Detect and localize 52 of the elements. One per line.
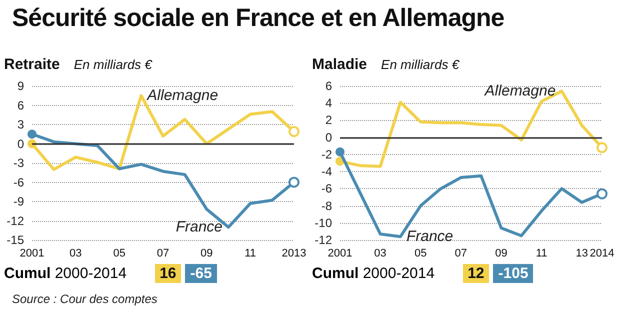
y-tick-label: -12 — [6, 214, 24, 228]
series-label: France — [406, 228, 454, 246]
y-tick-label: -6 — [321, 182, 332, 196]
y-tick-label: 9 — [17, 79, 24, 93]
source-note: Source : Cour des comptes — [12, 292, 158, 306]
y-tick-label: 6 — [17, 98, 24, 112]
y-tick-label: -8 — [321, 198, 332, 213]
x-tick-label: 2014 — [590, 248, 614, 260]
y-axis-title: En milliards € — [381, 57, 460, 72]
series-label: Allemagne — [146, 87, 218, 104]
y-tick-label: -6 — [13, 175, 24, 190]
chart-title: Sécurité sociale en France et en Allemagne — [12, 4, 504, 33]
y-tick-label: -10 — [314, 216, 332, 230]
text: -105 — [493, 264, 534, 283]
text: 12 — [462, 264, 490, 283]
y-tick-label: -9 — [13, 194, 24, 208]
x-tick-label: 13 — [576, 248, 588, 260]
x-tick-label: 09 — [495, 248, 508, 260]
x-tick-label: 05 — [414, 248, 427, 260]
chart-subtitle: Retraite — [4, 56, 60, 73]
x-tick-label: 2001 — [20, 248, 44, 260]
text: Cumul 2000-2014 — [312, 265, 435, 282]
x-tick-label: 07 — [454, 248, 468, 260]
y-tick-label: -12 — [314, 233, 332, 247]
x-tick-label: 03 — [374, 248, 386, 260]
x-tick-label: 05 — [113, 248, 126, 260]
x-tick-label: 07 — [156, 248, 170, 260]
point — [336, 147, 344, 156]
y-tick-label: -3 — [13, 156, 24, 170]
x-tick-label: 09 — [200, 248, 213, 260]
y-tick-label: 2 — [325, 113, 332, 128]
point — [28, 130, 36, 139]
y-tick-label: -4 — [321, 164, 332, 179]
y-tick-label: 0 — [325, 130, 332, 144]
y-tick-label: 0 — [17, 136, 24, 151]
x-tick-label: 2001 — [328, 248, 352, 260]
series-label: Allemagne — [484, 82, 556, 100]
text: 16 — [154, 264, 182, 283]
chart-subtitle: Maladie — [312, 56, 368, 73]
y-tick-label: 3 — [17, 118, 24, 132]
x-tick-label: 11 — [244, 248, 256, 260]
y-tick-label: -2 — [321, 147, 332, 162]
x-tick-label: 03 — [70, 248, 82, 260]
y-tick-label: 6 — [325, 79, 332, 93]
y-tick-label: 4 — [325, 96, 332, 110]
y-axis-title: En milliards € — [74, 57, 152, 72]
x-tick-label: 2013 — [282, 248, 306, 260]
text: Cumul 2000-2014 — [4, 265, 127, 282]
y-tick-label: -15 — [6, 233, 24, 247]
x-tick-label: 11 — [536, 248, 548, 260]
text: -65 — [185, 264, 217, 283]
series-label: France — [176, 218, 222, 236]
